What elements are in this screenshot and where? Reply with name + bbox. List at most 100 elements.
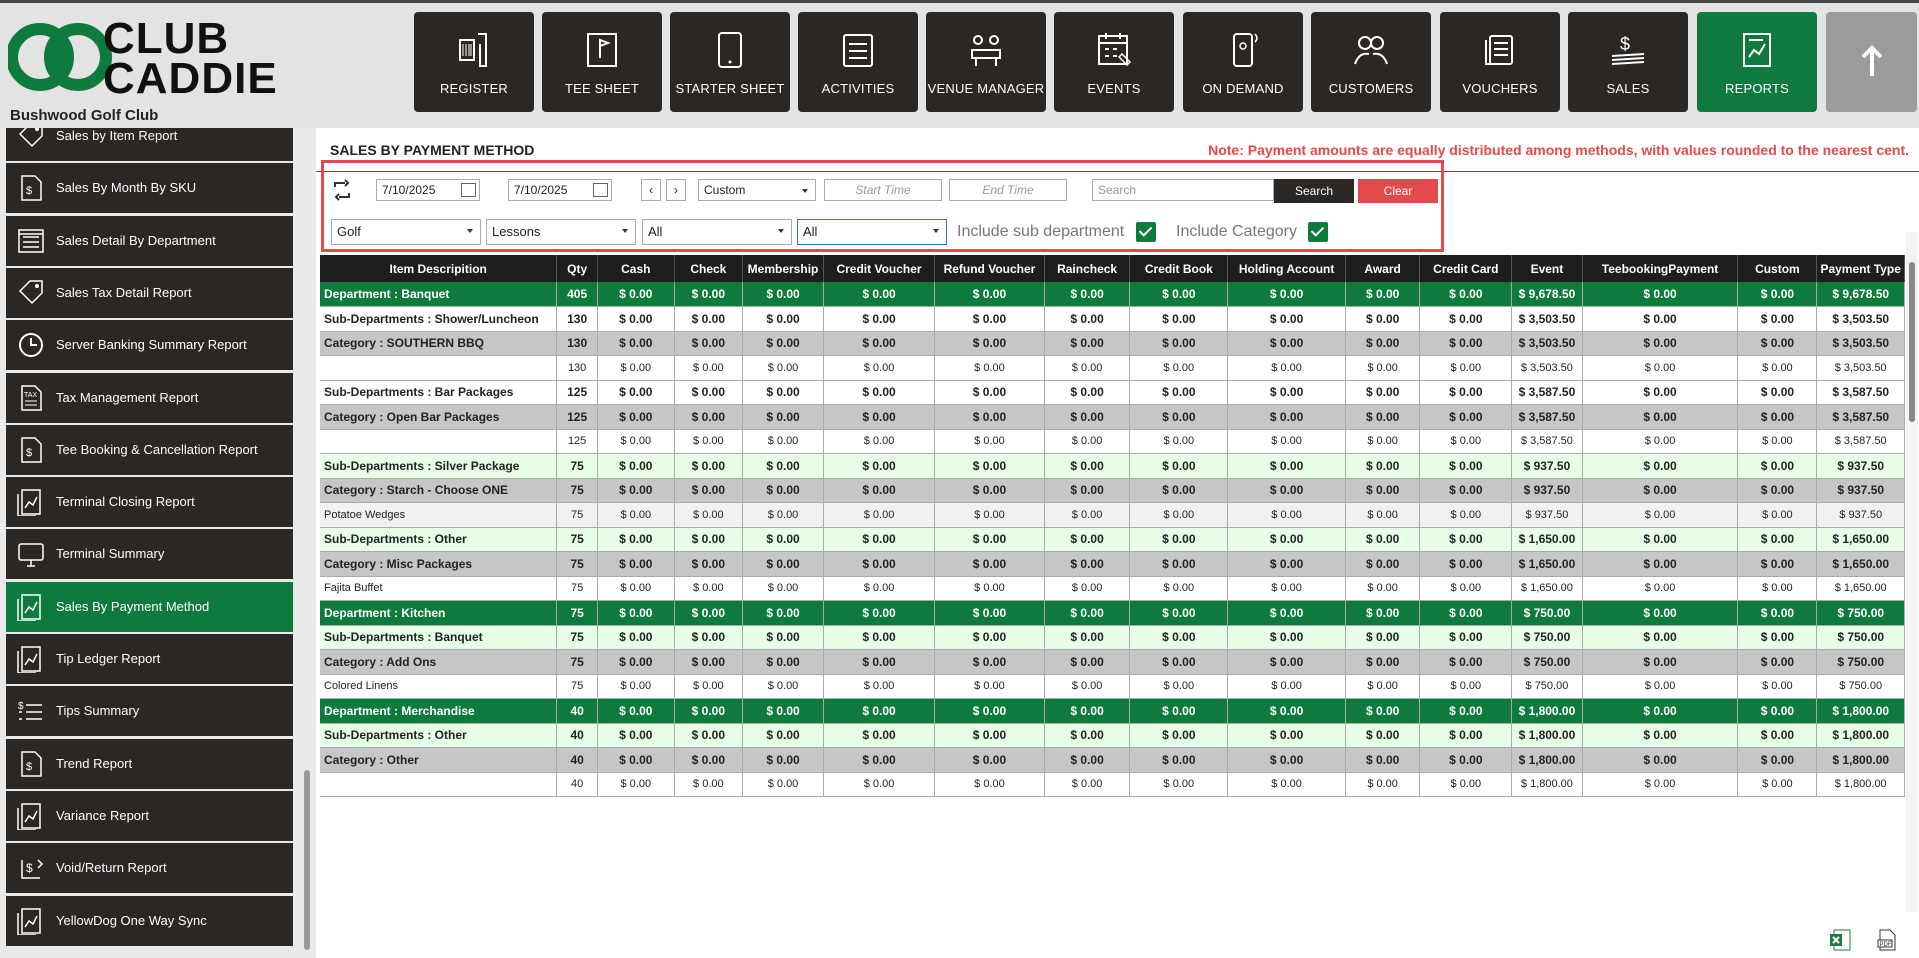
table-row[interactable]: Category : Open Bar Packages 125 $ 0.00 $ 0… bbox=[320, 404, 1905, 430]
table-row[interactable]: Department : Kitchen 75 $ 0.00 $ 0.00 $ 0.00… bbox=[320, 600, 1905, 626]
table-row[interactable]: Category : Misc Packages 75 $ 0.00 $ 0.00 $ … bbox=[320, 551, 1905, 577]
column-header[interactable]: Check bbox=[674, 255, 743, 282]
nav-tee-sheet-button[interactable]: TEE SHEET bbox=[542, 12, 662, 112]
sidebar-item-terminal-closing-report[interactable]: Terminal Closing Report bbox=[6, 477, 293, 528]
column-header[interactable]: Custom bbox=[1737, 255, 1818, 282]
table-row[interactable]: Sub-Departments : Banquet 75 $ 0.00 $ 0.00 $… bbox=[320, 625, 1905, 650]
table-row[interactable]: Department : Merchandise 40 $ 0.00 $ 0.00 $ … bbox=[320, 698, 1905, 724]
sidebar-item-tips-summary[interactable]: $ Tips Summary bbox=[6, 686, 293, 737]
nav-venue-manager-button[interactable]: VENUE MANAGER bbox=[926, 12, 1046, 112]
amount-cell: $ 0.00 bbox=[1419, 649, 1513, 675]
amount-cell: $ 0.00 bbox=[934, 772, 1045, 797]
scroll-top-button[interactable] bbox=[1826, 12, 1917, 112]
sidebar-item-tee-booking-cancellation-report[interactable]: $ Tee Booking & Cancellation Report bbox=[6, 424, 293, 475]
nav-on-demand-button[interactable]: ON DEMAND bbox=[1183, 12, 1303, 112]
category-select[interactable]: All bbox=[642, 219, 792, 245]
include-category-checkbox[interactable] bbox=[1308, 222, 1328, 242]
column-header[interactable]: TeebookingPayment bbox=[1582, 255, 1739, 282]
sub-department-select[interactable]: Lessons bbox=[486, 219, 636, 245]
grid-scroll-thumb[interactable] bbox=[1909, 262, 1915, 422]
next-date-button[interactable]: › bbox=[666, 179, 686, 201]
item-select[interactable]: All bbox=[797, 219, 947, 245]
end-date-input[interactable]: 7/10/2025 bbox=[508, 179, 612, 201]
item-description-cell: Sub-Departments : Other bbox=[320, 527, 558, 552]
sidebar-item-tax-management-report[interactable]: TAX Tax Management Report bbox=[6, 372, 293, 423]
table-row[interactable]: 130 $ 0.00 $ 0.00 $ 0.00 $ 0.00 $ 0.00 $ 0.00 $… bbox=[320, 355, 1905, 381]
column-header[interactable]: Raincheck bbox=[1044, 255, 1131, 282]
column-header[interactable]: Membership bbox=[742, 255, 825, 282]
sidebar-item-yellowdog-one-way-sync[interactable]: YellowDog One Way Sync bbox=[6, 895, 293, 946]
amount-cell: $ 0.00 bbox=[1345, 551, 1421, 577]
search-button[interactable]: Search bbox=[1274, 179, 1354, 203]
nav-sales-button[interactable]: $ SALES bbox=[1568, 12, 1688, 112]
sidebar-item-label: Terminal Closing Report bbox=[56, 494, 195, 510]
column-header[interactable]: Refund Voucher bbox=[934, 255, 1045, 282]
amount-cell: $ 0.00 bbox=[1737, 625, 1818, 650]
nav-starter-sheet-button[interactable]: STARTER SHEET bbox=[670, 12, 790, 112]
amount-cell: $ 0.00 bbox=[1044, 551, 1131, 577]
start-time-input[interactable]: Start Time bbox=[824, 179, 942, 201]
sidebar-scrollbar[interactable] bbox=[304, 770, 310, 950]
table-row[interactable]: 40 $ 0.00 $ 0.00 $ 0.00 $ 0.00 $ 0.00 $ 0.00 $ … bbox=[320, 772, 1905, 797]
calendar-icon[interactable] bbox=[461, 183, 476, 197]
date-range-select[interactable]: Custom bbox=[698, 179, 816, 201]
barcode-scanner-icon bbox=[459, 33, 487, 67]
sidebar-item-terminal-summary[interactable]: Terminal Summary bbox=[6, 529, 293, 580]
column-header[interactable]: Event bbox=[1511, 255, 1583, 282]
table-row[interactable]: Colored Linens 75 $ 0.00 $ 0.00 $ 0.00 $ 0.00… bbox=[320, 674, 1905, 699]
sidebar-item-sales-detail-by-department[interactable]: Sales Detail By Department bbox=[6, 215, 293, 266]
table-row[interactable]: Potatoe Wedges 75 $ 0.00 $ 0.00 $ 0.00 $ 0.00… bbox=[320, 502, 1905, 528]
grid-vertical-scrollbar[interactable] bbox=[1906, 232, 1918, 912]
pdf-icon[interactable]: PDF bbox=[1875, 928, 1899, 957]
nav-vouchers-button[interactable]: VOUCHERS bbox=[1440, 12, 1560, 112]
table-row[interactable]: Sub-Departments : Other 40 $ 0.00 $ 0.00 $ 0… bbox=[320, 723, 1905, 748]
table-row[interactable]: Fajita Buffet 75 $ 0.00 $ 0.00 $ 0.00 $ 0.00 $… bbox=[320, 576, 1905, 601]
column-header[interactable]: Item Descripition bbox=[320, 255, 558, 282]
search-input[interactable]: Search bbox=[1092, 179, 1274, 201]
table-row[interactable]: Department : Banquet 405 $ 0.00 $ 0.00 $ 0.0… bbox=[320, 282, 1905, 307]
calendar-icon[interactable] bbox=[593, 183, 608, 197]
column-header[interactable]: Qty bbox=[556, 255, 598, 282]
table-row[interactable]: Category : Starch - Choose ONE 75 $ 0.00 $ … bbox=[320, 478, 1905, 503]
department-select[interactable]: Golf bbox=[331, 219, 481, 245]
sidebar-item-sales-by-payment-method[interactable]: Sales By Payment Method bbox=[6, 581, 293, 632]
table-row[interactable]: Category : Add Ons 75 $ 0.00 $ 0.00 $ 0.00 $ … bbox=[320, 649, 1905, 675]
column-header[interactable]: Award bbox=[1345, 255, 1421, 282]
nav-activities-button[interactable]: ACTIVITIES bbox=[798, 12, 918, 112]
sidebar-item-server-banking-summary-report[interactable]: Server Banking Summary Report bbox=[6, 320, 293, 371]
sidebar-item-sales-by-month-by-sku[interactable]: $ Sales By Month By SKU bbox=[6, 163, 293, 214]
table-row[interactable]: Category : Other 40 $ 0.00 $ 0.00 $ 0.00 $ 0.… bbox=[320, 747, 1905, 773]
clear-button[interactable]: Clear bbox=[1358, 179, 1438, 203]
start-date-input[interactable]: 7/10/2025 bbox=[376, 179, 480, 201]
sidebar-item-sales-tax-detail-report[interactable]: Sales Tax Detail Report bbox=[6, 267, 293, 318]
amount-cell: $ 0.00 bbox=[934, 600, 1045, 626]
column-header[interactable]: Credit Book bbox=[1129, 255, 1229, 282]
column-header[interactable]: Credit Voucher bbox=[823, 255, 936, 282]
nav-customers-button[interactable]: CUSTOMERS bbox=[1311, 12, 1431, 112]
prev-date-button[interactable]: ‹ bbox=[641, 179, 661, 201]
table-row[interactable]: Sub-Departments : Other 75 $ 0.00 $ 0.00 $ 0… bbox=[320, 527, 1905, 552]
sidebar-item-void-return-report[interactable]: $ Void/Return Report bbox=[6, 843, 293, 894]
sidebar-item-sales-by-item-report[interactable]: Sales by Item Report bbox=[6, 128, 293, 161]
nav-register-button[interactable]: REGISTER bbox=[414, 12, 534, 112]
column-header[interactable]: Credit Card bbox=[1419, 255, 1513, 282]
excel-icon[interactable] bbox=[1828, 928, 1852, 957]
sidebar-item-trend-report[interactable]: $ Trend Report bbox=[6, 738, 293, 789]
amount-cell: $ 0.00 bbox=[597, 723, 675, 748]
column-header[interactable]: Holding Account bbox=[1227, 255, 1346, 282]
nav-events-button[interactable]: EVENTS bbox=[1054, 12, 1174, 112]
include-sub-department-checkbox[interactable] bbox=[1136, 222, 1156, 242]
sidebar-item-variance-report[interactable]: Variance Report bbox=[6, 790, 293, 841]
end-time-input[interactable]: End Time bbox=[949, 179, 1067, 201]
nav-reports-button[interactable]: REPORTS bbox=[1697, 12, 1817, 112]
table-row[interactable]: Category : SOUTHERN BBQ 130 $ 0.00 $ 0.00 $ … bbox=[320, 331, 1905, 356]
table-row[interactable]: Sub-Departments : Bar Packages 125 $ 0.00 $… bbox=[320, 380, 1905, 405]
column-header[interactable]: Payment Type bbox=[1816, 255, 1905, 282]
table-row[interactable]: Sub-Departments : Shower/Luncheon 130 $ 0.… bbox=[320, 306, 1905, 332]
sidebar-item-tip-ledger-report[interactable]: Tip Ledger Report bbox=[6, 634, 293, 684]
refresh-icon[interactable] bbox=[331, 179, 353, 201]
column-header[interactable]: Cash bbox=[597, 255, 675, 282]
table-row[interactable]: Sub-Departments : Silver Package 75 $ 0.00… bbox=[320, 453, 1905, 479]
table-row[interactable]: 125 $ 0.00 $ 0.00 $ 0.00 $ 0.00 $ 0.00 $ 0.00 $… bbox=[320, 429, 1905, 454]
amount-cell: $ 0.00 bbox=[1129, 576, 1229, 601]
